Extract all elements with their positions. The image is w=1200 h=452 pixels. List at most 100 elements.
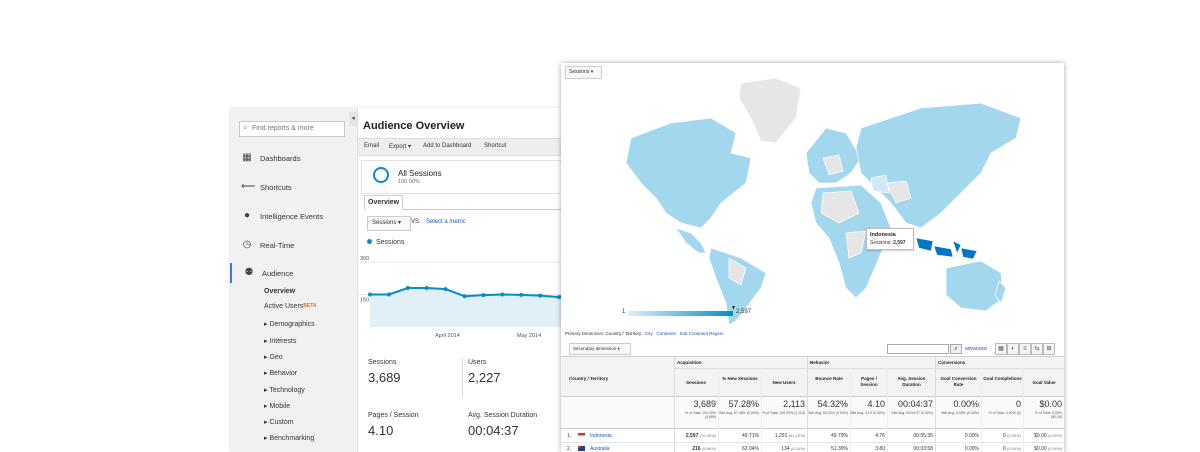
col-goal-value[interactable]: Goal Value	[1032, 380, 1056, 385]
subnav-label: Demographics	[269, 321, 315, 328]
shortcut-button[interactable]: Shortcut	[484, 143, 507, 149]
map-metric-select[interactable]: Sessions ▾	[565, 66, 602, 79]
subnav-interests[interactable]: ▸ Interests	[264, 338, 297, 345]
select-metric-link[interactable]: Select a metric	[426, 219, 466, 225]
col-bounce-rate[interactable]: Bounce Rate	[815, 376, 843, 381]
subnav-geo[interactable]: ▸ Geo	[264, 354, 283, 361]
sidebar-item-shortcuts[interactable]: ⟵ Shortcuts	[230, 177, 357, 197]
col-country[interactable]: Country / Territory	[569, 376, 609, 381]
row-completions-pct: (0.00%)	[1006, 446, 1021, 451]
row-value: $0.00 (0.00%)	[1023, 433, 1062, 439]
x-tick-label: May 2014	[517, 333, 541, 339]
comparison-view-icon[interactable]: ⇆	[1031, 343, 1043, 355]
dimension-city[interactable]: City	[644, 331, 653, 336]
sidebar-item-audience[interactable]: ⚉ Audience	[230, 263, 359, 283]
sessions-point[interactable]	[500, 292, 505, 297]
col-goal-conversion-rate[interactable]: Goal Conversion Rate	[940, 376, 977, 387]
sessions-point[interactable]	[443, 287, 448, 292]
pie-view-icon[interactable]: ◐	[1007, 343, 1019, 355]
sessions-point[interactable]	[538, 293, 543, 298]
total-sub: Site Avg: 54.32% (0.00%)	[808, 411, 848, 415]
x-tick-label: April 2014	[435, 333, 460, 339]
secondary-dimension-select[interactable]: Secondary dimension ▾	[569, 343, 631, 355]
subnav-demographics[interactable]: ▸ Demographics	[264, 321, 315, 328]
email-button[interactable]: Email	[364, 143, 380, 149]
south-america-region	[708, 247, 767, 325]
dimension-continent[interactable]: Continent	[656, 331, 676, 336]
sessions-point[interactable]	[462, 294, 467, 299]
table-search-input[interactable]	[887, 344, 949, 354]
sidebar-item-real-time[interactable]: ◷ Real-Time	[230, 235, 357, 255]
dimension-country[interactable]: Country / Territory	[605, 331, 642, 336]
report-toolbar: Email Export ▾ Add to Dashboard Shortcut	[358, 138, 580, 156]
subnav-custom[interactable]: ▸ Custom	[264, 419, 294, 426]
performance-view-icon[interactable]: ≡	[1019, 343, 1031, 355]
metric-select-label: Sessions	[372, 220, 397, 226]
sessions-point[interactable]	[519, 292, 524, 297]
row-new-sessions: 49.71%	[742, 433, 759, 439]
col-pages-session[interactable]: Pages / Session	[860, 376, 878, 387]
legend-dot	[367, 239, 372, 244]
subnav-overview[interactable]: Overview	[264, 288, 296, 295]
advanced-filter-link[interactable]: advanced	[965, 346, 987, 352]
add-to-dashboard-button[interactable]: Add to Dashboard	[423, 143, 472, 149]
indonesia-region[interactable]	[915, 237, 978, 260]
kpi-label: Avg. Session Duration	[468, 412, 538, 419]
find-reports-search[interactable]: ⌕	[239, 121, 345, 137]
sessions-point[interactable]	[557, 295, 562, 300]
table-view-icon[interactable]: ▦	[995, 343, 1007, 355]
row-conv: 0.00%	[964, 433, 979, 439]
row-new-users: 1,291 (61.10%)	[761, 433, 805, 439]
col-new-users[interactable]: New Users	[772, 380, 796, 385]
col-new-sessions[interactable]: % New Sessions	[722, 376, 758, 381]
y-tick-label: 150	[360, 298, 369, 304]
dimension-subcontinent[interactable]: Sub Continent Region	[679, 331, 724, 336]
sessions-point[interactable]	[405, 286, 410, 290]
y-tick-label: 300	[360, 256, 369, 262]
subnav-label: Geo	[269, 354, 283, 361]
sessions-point[interactable]	[424, 286, 429, 290]
dashboard-icon: ▦	[242, 152, 252, 163]
col-goal-completions[interactable]: Goal Completions	[983, 376, 1022, 381]
kpi-value: 4.10	[368, 423, 394, 438]
tooltip-sessions: Sessions: 2,597	[870, 240, 906, 246]
segment-card[interactable]: All Sessions 100.00%	[361, 160, 578, 194]
sessions-point[interactable]	[386, 292, 391, 297]
indonesia-flag-icon	[578, 433, 585, 438]
color-scale-bar	[628, 311, 733, 316]
export-button[interactable]: Export ▾	[389, 144, 412, 150]
metric-select[interactable]: Sessions ▾	[367, 216, 411, 231]
search-icon[interactable]: ⌕	[950, 344, 962, 354]
chevron-down-icon: ▾	[398, 220, 402, 226]
subnav-benchmarking[interactable]: ▸ Benchmarking	[264, 435, 315, 442]
row-country-link[interactable]: Australia	[590, 446, 610, 452]
world-map[interactable]	[561, 63, 1064, 325]
subnav-label: Interests	[269, 338, 297, 345]
tooltip-sessions-value: 2,597	[893, 240, 906, 246]
australia-flag-icon	[578, 446, 585, 451]
kpi-divider	[462, 358, 463, 398]
sidebar-item-label: Intelligence Events	[260, 212, 323, 221]
subnav-behavior[interactable]: ▸ Behavior	[264, 370, 298, 377]
row-value-amount: $0.00	[1034, 446, 1047, 452]
tab-overview[interactable]: Overview	[364, 195, 404, 210]
find-reports-input[interactable]	[252, 123, 340, 134]
sidebar-item-dashboards[interactable]: ▦ Dashboards	[230, 148, 357, 168]
row-sessions: 216 (5.86%)	[674, 446, 716, 452]
sessions-point[interactable]	[481, 293, 486, 298]
row-rank: 2.	[567, 446, 572, 452]
sidebar-item-intelligence-events[interactable]: ● Intelligence Events	[230, 206, 357, 226]
pivot-view-icon[interactable]: ⊞	[1043, 343, 1055, 355]
sessions-point[interactable]	[368, 292, 372, 297]
total-sub: Site Avg: 4.10 (0.00%)	[850, 411, 885, 415]
subnav-technology[interactable]: ▸ Technology	[264, 387, 305, 394]
row-bounce: 51.39%	[831, 446, 848, 452]
subnav-mobile[interactable]: ▸ Mobile	[264, 403, 291, 410]
subnav-active-users[interactable]: Active UsersBETA	[264, 303, 317, 310]
row-country-link[interactable]: Indonesia	[590, 433, 612, 439]
total-sessions: 3,689	[693, 399, 716, 409]
col-sessions[interactable]: Sessions	[686, 380, 706, 385]
total-sub: Site Avg: 57.28% (0.00%)	[719, 411, 759, 415]
col-avg-duration[interactable]: Avg. Session Duration	[897, 376, 926, 387]
collapse-sidebar-button[interactable]: ◂	[349, 112, 357, 126]
